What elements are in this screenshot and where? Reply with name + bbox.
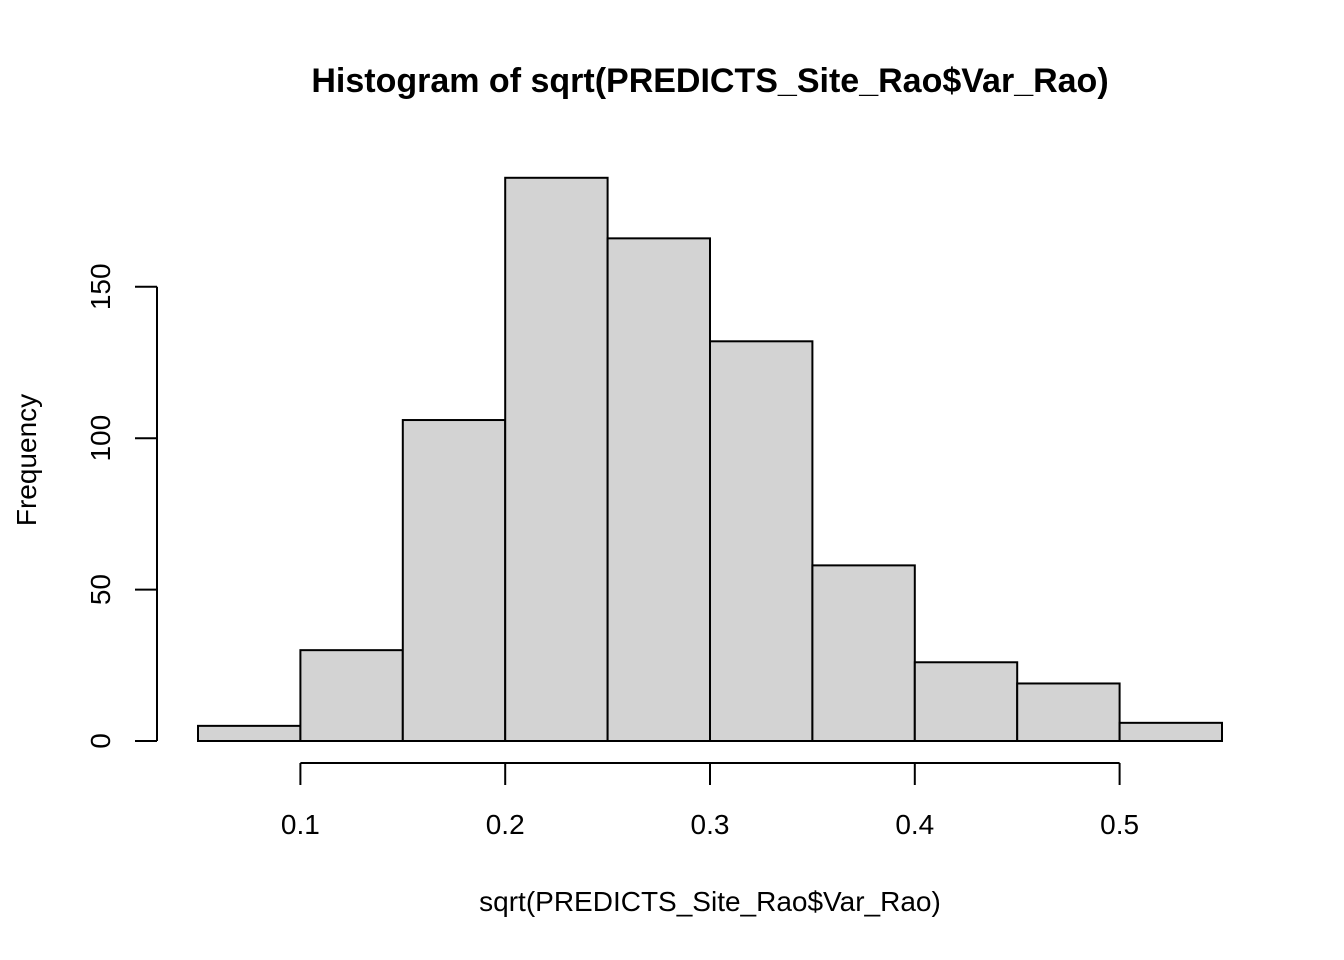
x-tick-label: 0.2 <box>486 809 525 840</box>
histogram-bar <box>811 564 916 742</box>
bars-group <box>197 176 1223 743</box>
y-tick-label: 50 <box>85 574 116 605</box>
y-axis-label: Frequency <box>11 394 42 526</box>
y-axis: 0 50 100 150 <box>85 263 158 749</box>
y-tick-label: 150 <box>85 263 116 310</box>
histogram-bar <box>504 176 609 743</box>
histogram-bar <box>197 724 302 742</box>
x-axis-label: sqrt(PREDICTS_Site_Rao$Var_Rao) <box>479 886 941 917</box>
y-tick-label: 100 <box>85 415 116 462</box>
histogram-bar <box>606 237 711 743</box>
x-tick-label: 0.5 <box>1100 809 1139 840</box>
x-tick-label: 0.1 <box>281 809 320 840</box>
x-tick-label: 0.3 <box>691 809 730 840</box>
x-tick-label: 0.4 <box>895 809 934 840</box>
histogram-bar <box>1016 682 1121 743</box>
histogram-bar <box>913 661 1019 742</box>
y-tick-label: 0 <box>85 733 116 749</box>
histogram-bar <box>709 340 814 742</box>
histogram-bar <box>401 419 507 742</box>
histogram-bar <box>1118 721 1223 742</box>
histogram-bar <box>299 649 404 742</box>
x-axis: 0.1 0.2 0.3 0.4 0.5 <box>281 762 1139 840</box>
chart-title: Histogram of sqrt(PREDICTS_Site_Rao$Var_… <box>311 62 1108 100</box>
